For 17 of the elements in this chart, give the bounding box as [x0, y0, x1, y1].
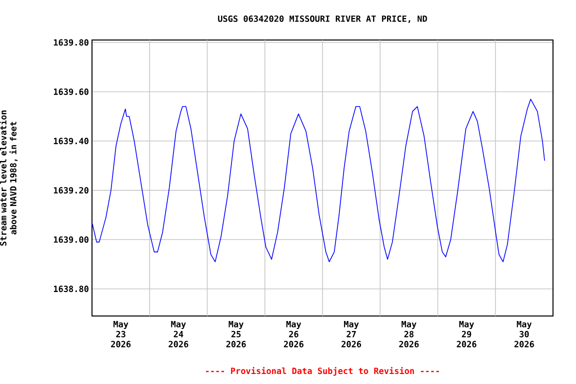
x-tick-label: May 28 2026 — [399, 321, 419, 348]
text: ---- Provisional Data Subject to Revision ---- — [206, 367, 439, 376]
x-tick-label: May 25 2026 — [226, 321, 246, 348]
y-tick-label: 1639.80 — [54, 39, 88, 46]
x-tick-label: May 26 2026 — [284, 321, 304, 348]
y-tick-label: 1639.60 — [54, 88, 88, 95]
y-tick-label: 1638.80 — [54, 286, 88, 292]
x-tick-label: May 24 2026 — [168, 321, 188, 348]
y-tick-label: 1639.40 — [54, 138, 88, 144]
x-tick-label: May 27 2026 — [342, 321, 362, 348]
x-tick-label: May 30 2026 — [514, 321, 534, 348]
chart-title: USGS 06342020 MISSOURI RIVER AT PRICE, ND — [218, 15, 428, 23]
y-tick-label: 1639.20 — [54, 187, 88, 194]
x-tick-label: May 23 2026 — [111, 321, 131, 348]
y-tick-label: 1639.00 — [54, 236, 88, 243]
line-series — [92, 98, 545, 262]
x-tick-label: May 29 2026 — [456, 321, 476, 348]
